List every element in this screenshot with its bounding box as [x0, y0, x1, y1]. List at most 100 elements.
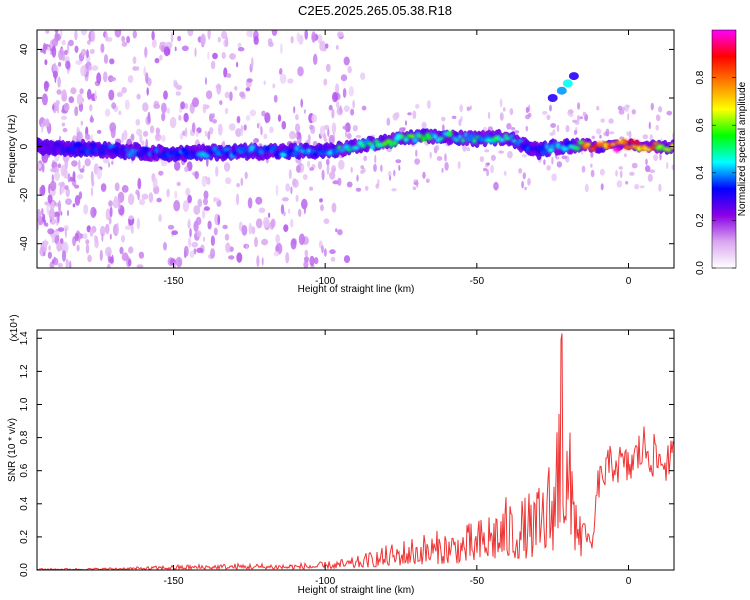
heatmap-speckle	[135, 189, 140, 196]
heatmap-speckle	[193, 205, 201, 215]
heatmap-speckle	[152, 177, 158, 188]
heatmap-speckle	[118, 110, 122, 116]
heatmap-ridge-core	[496, 135, 501, 139]
heatmap-speckle	[256, 255, 260, 267]
heatmap-speckle	[68, 96, 75, 104]
heatmap-speckle	[58, 200, 61, 212]
heatmap-ridge-core	[409, 134, 417, 139]
heatmap-speckle	[111, 160, 114, 165]
heatmap-speckle	[191, 122, 196, 133]
heatmap-speckle	[627, 113, 630, 121]
heatmap-speckle	[74, 195, 81, 206]
colorbar-tick-label: 0.2	[695, 213, 706, 227]
heatmap-speckle	[111, 102, 117, 109]
heatmap-ridge-core	[549, 144, 556, 149]
heatmap-speckle	[130, 133, 135, 141]
heatmap-speckle	[161, 112, 166, 122]
snr-x-ticks: -150 -100 -50 0	[163, 330, 632, 587]
heatmap-speckle	[551, 156, 554, 165]
heatmap-speckle	[72, 203, 76, 208]
heatmap-speckle	[236, 115, 241, 124]
heatmap-speckle	[145, 72, 149, 84]
heatmap-speckle	[355, 187, 362, 192]
heatmap-speckle	[590, 163, 593, 168]
heatmap-ridge-core	[126, 151, 134, 158]
heatmap-ridge-core	[97, 144, 104, 151]
heatmap-speckle	[116, 222, 119, 235]
heatmap-speckle	[355, 135, 362, 139]
heatmap-speckle	[188, 237, 192, 248]
colorbar-tick-label: 0.0	[695, 261, 706, 275]
heatmap-y-ticks: -40 -20 0 20 40	[19, 43, 674, 251]
heatmap-speckle	[245, 87, 251, 92]
heatmap-speckle	[132, 30, 137, 39]
heatmap-speckle	[298, 233, 305, 246]
heatmap-speckle	[337, 229, 343, 236]
heatmap-ridge-core	[335, 149, 340, 154]
heatmap-speckle	[599, 134, 602, 139]
heatmap-speckle	[71, 160, 78, 167]
heatmap-ridge-core	[94, 148, 99, 153]
heatmap-speckle	[310, 129, 316, 135]
heatmap-speckle	[201, 175, 207, 187]
heatmap-speckle	[52, 70, 59, 79]
heatmap-speckle	[295, 123, 301, 133]
heatmap-speckle	[404, 120, 408, 126]
heatmap-speckle	[74, 184, 80, 189]
heatmap-speckle	[139, 134, 143, 143]
heatmap-speckle	[499, 98, 503, 108]
heatmap-speckle	[577, 102, 581, 110]
heatmap-speckle	[280, 43, 283, 54]
heatmap-speckle	[352, 99, 355, 109]
heatmap-speckle	[85, 243, 90, 254]
heatmap-speckle	[572, 119, 578, 123]
heatmap-speckle	[47, 228, 55, 235]
heatmap-speckle	[329, 249, 336, 255]
heatmap-speckle	[608, 118, 614, 124]
heatmap-secondary-blob	[568, 72, 579, 81]
heatmap-speckle	[656, 114, 659, 120]
heatmap-ridge-core	[585, 142, 592, 146]
heatmap-speckle	[261, 257, 264, 266]
heatmap-ridge-core	[447, 130, 453, 137]
heatmap-speckle	[374, 154, 377, 164]
heatmap-ridge-core	[411, 137, 419, 143]
heatmap-speckle	[61, 39, 66, 46]
heatmap-speckle	[414, 158, 420, 165]
heatmap-speckle	[159, 54, 163, 61]
heatmap-ridge-core	[43, 142, 48, 146]
heatmap-speckle	[114, 30, 122, 38]
chart-title: C2E5.2025.265.05.38.R18	[298, 3, 452, 18]
heatmap-speckle	[307, 134, 311, 143]
heatmap-speckle	[436, 156, 443, 161]
heatmap-speckle	[649, 134, 653, 142]
heatmap-speckle	[289, 130, 296, 140]
heatmap-speckle	[184, 102, 188, 110]
heatmap-speckle	[84, 133, 91, 140]
heatmap-x-label: Height of straight line (km)	[298, 284, 415, 295]
heatmap-speckle	[178, 114, 182, 121]
heatmap-speckle	[331, 202, 337, 213]
heatmap-speckle	[254, 236, 258, 248]
snr-y-tick-label: 0.2	[19, 530, 30, 544]
heatmap-speckle	[469, 105, 472, 110]
heatmap-speckle	[158, 214, 162, 223]
heatmap-speckle	[121, 252, 129, 262]
heatmap-speckle	[296, 32, 300, 42]
heatmap-speckle	[202, 209, 206, 219]
heatmap-speckle	[331, 108, 335, 119]
heatmap-ridge-core	[58, 144, 66, 150]
snr-series-line	[37, 333, 674, 570]
heatmap-speckle	[170, 31, 174, 43]
heatmap-speckle	[290, 186, 293, 195]
heatmap-speckle	[76, 131, 83, 143]
heatmap-speckle	[212, 112, 215, 119]
snr-x-label: Height of straight line (km)	[298, 585, 415, 596]
heatmap-speckle	[546, 165, 551, 171]
heatmap-speckle	[46, 203, 50, 215]
heatmap-x-tick-label: -50	[470, 276, 485, 287]
heatmap-speckle	[415, 104, 420, 109]
heatmap-speckle	[214, 197, 220, 202]
heatmap-speckle	[283, 211, 286, 217]
heatmap-speckle	[346, 133, 352, 139]
